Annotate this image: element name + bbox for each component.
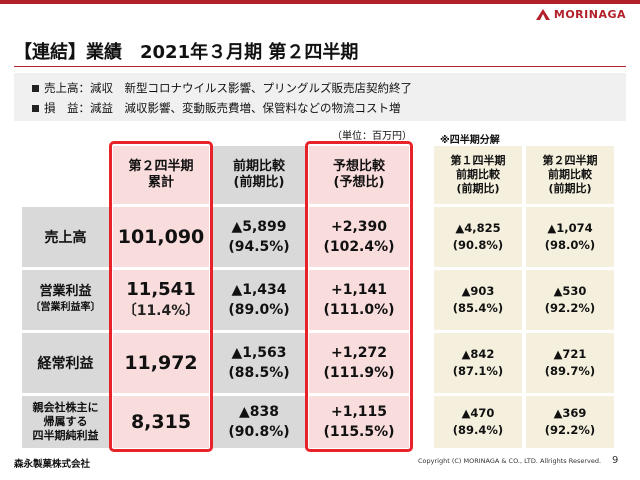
- cell-vs-forecast: +1,141 (111.0%): [309, 270, 409, 330]
- header-cumulative: 第２四半期 累計: [113, 146, 209, 204]
- page-number: 9: [612, 455, 619, 466]
- header-q1: 第１四半期 前期比較 (前期比): [434, 146, 522, 204]
- summary-box: 売上高：減収 新型コロナウイルス影響、プリングルズ販売店契約終了 損 益：減益 …: [14, 73, 626, 121]
- row-label-net-income: 親会社株主に 帰属する 四半期純利益: [22, 396, 109, 448]
- cell-q1: ▲903 (85.4%): [434, 270, 522, 330]
- cell-yoy: ▲838 (90.8%): [213, 396, 305, 448]
- header-q2: 第２四半期 前期比較 (前期比): [526, 146, 614, 204]
- copyright-text: Copyright (C) MORINAGA & CO., LTD. Allri…: [418, 457, 602, 465]
- cell-q1: ▲470 (89.4%): [434, 396, 522, 448]
- summary-profit-line: 損 益：減益 減収影響、変動販売費増、保管料などの物流コスト増: [32, 100, 401, 116]
- quarter-breakdown-note: ※四半期分解: [440, 135, 500, 146]
- angel-logo-icon: [535, 9, 550, 20]
- cell-q2: ▲1,074 (98.0%): [526, 207, 614, 267]
- cell-yoy: ▲1,434 (89.0%): [213, 270, 305, 330]
- cell-q1: ▲4,825 (90.8%): [434, 207, 522, 267]
- cell-yoy: ▲5,899 (94.5%): [213, 207, 305, 267]
- cell-vs-forecast: +1,115 (115.5%): [309, 396, 409, 448]
- cell-q1: ▲842 (87.1%): [434, 333, 522, 393]
- unit-note: （単位：百万円）: [332, 131, 412, 142]
- header-yoy: 前期比較 (前期比): [213, 146, 305, 204]
- cell-cumulative: 11,972: [113, 333, 209, 393]
- summary-sales-line: 売上高：減収 新型コロナウイルス影響、プリングルズ販売店契約終了: [32, 80, 412, 96]
- brand-logo-text: MORINAGA: [553, 8, 626, 21]
- cell-cumulative: 101,090: [113, 207, 209, 267]
- title-divider: [14, 66, 626, 67]
- header-vs-forecast: 予想比較 (予想比): [309, 146, 409, 204]
- cell-q2: ▲369 (92.2%): [526, 396, 614, 448]
- cell-yoy: ▲1,563 (88.5%): [213, 333, 305, 393]
- cell-q2: ▲530 (92.2%): [526, 270, 614, 330]
- top-accent-bar: [0, 0, 640, 4]
- cell-q2: ▲721 (89.7%): [526, 333, 614, 393]
- row-label-operating-profit: 営業利益 〔営業利益率〕: [22, 270, 109, 330]
- cell-cumulative: 8,315: [113, 396, 209, 448]
- bullet-square-icon: [32, 85, 39, 92]
- bullet-square-icon: [32, 105, 39, 112]
- cell-cumulative: 11,541 〔11.4%〕: [113, 270, 209, 330]
- cell-vs-forecast: +1,272 (111.9%): [309, 333, 409, 393]
- company-name: 森永製菓株式会社: [14, 459, 91, 470]
- cell-vs-forecast: +2,390 (102.4%): [309, 207, 409, 267]
- row-label-ordinary-profit: 経常利益: [22, 333, 109, 393]
- page-title: 【連結】業績 2021年３月期 第２四半期: [14, 42, 359, 63]
- row-label-sales: 売上高: [22, 207, 109, 267]
- brand-logo: MORINAGA: [535, 8, 626, 21]
